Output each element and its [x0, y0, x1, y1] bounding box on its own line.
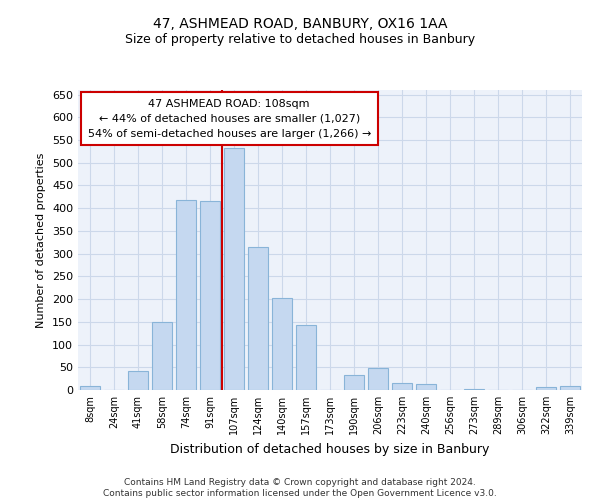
Bar	[128, 371, 148, 390]
Text: Size of property relative to detached houses in Banbury: Size of property relative to detached ho…	[125, 32, 475, 46]
Bar	[464, 388, 484, 390]
Bar	[536, 387, 556, 390]
Bar	[272, 298, 292, 390]
Bar	[416, 384, 436, 390]
Bar	[392, 382, 412, 390]
Bar	[224, 148, 244, 390]
Bar	[152, 322, 172, 390]
Bar	[368, 368, 388, 390]
Bar	[176, 200, 196, 390]
Bar	[200, 202, 220, 390]
Text: 47, ASHMEAD ROAD, BANBURY, OX16 1AA: 47, ASHMEAD ROAD, BANBURY, OX16 1AA	[153, 18, 447, 32]
X-axis label: Distribution of detached houses by size in Banbury: Distribution of detached houses by size …	[170, 442, 490, 456]
Bar	[248, 247, 268, 390]
Bar	[560, 386, 580, 390]
Y-axis label: Number of detached properties: Number of detached properties	[37, 152, 46, 328]
Bar	[344, 375, 364, 390]
Bar	[296, 325, 316, 390]
Bar	[80, 386, 100, 390]
Text: Contains HM Land Registry data © Crown copyright and database right 2024.
Contai: Contains HM Land Registry data © Crown c…	[103, 478, 497, 498]
Text: 47 ASHMEAD ROAD: 108sqm
← 44% of detached houses are smaller (1,027)
54% of semi: 47 ASHMEAD ROAD: 108sqm ← 44% of detache…	[88, 99, 371, 138]
